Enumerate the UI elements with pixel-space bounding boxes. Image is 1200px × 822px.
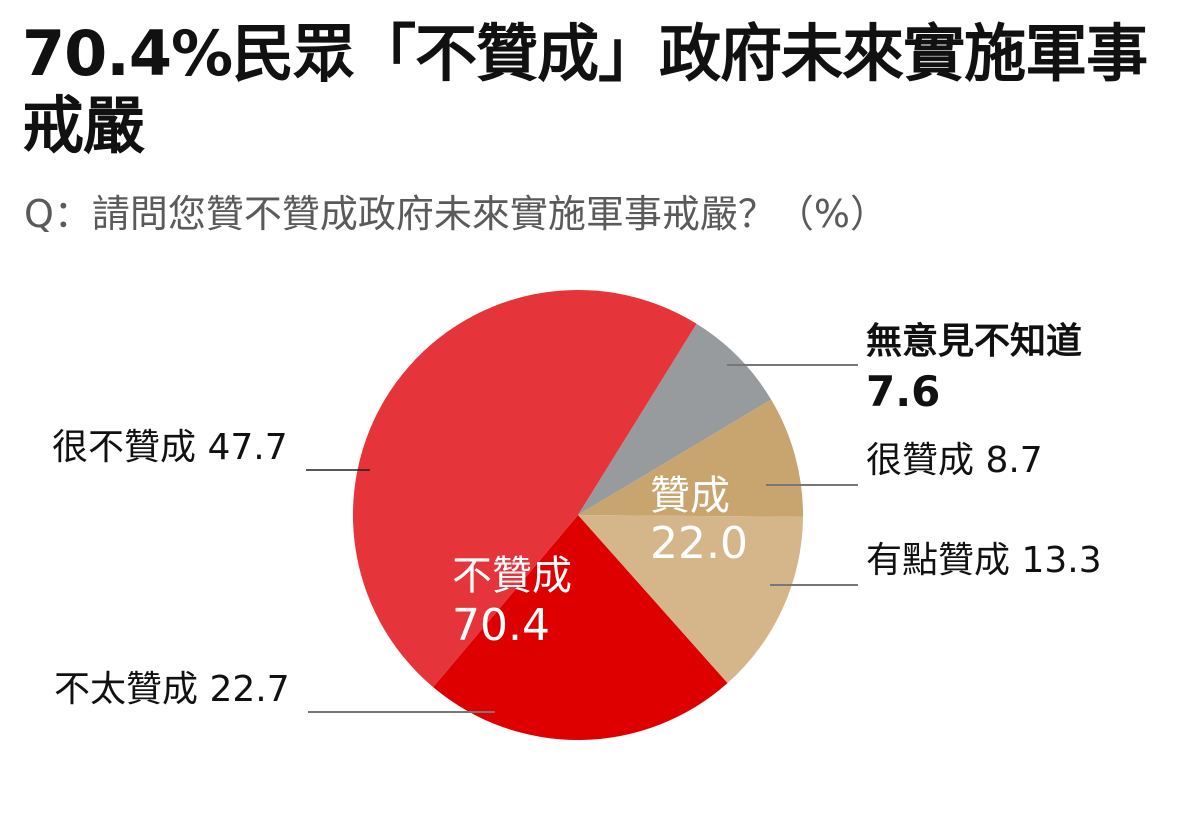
pie-slices [352,289,803,741]
slice-strongly-agree [578,399,803,517]
inner-label-agree-value: 22.0 [650,518,748,569]
slice-somewhat-disagree [433,515,728,741]
leader-lines [306,364,858,713]
inner-label-agree-name: 贊成 [650,473,730,519]
inner-label-disagree-value: 70.4 [452,600,550,651]
slice-somewhat-agree [578,515,803,684]
label-no-opinion-value: 7.6 [866,367,941,416]
label-somewhat-disagree: 不太贊成 22.7 [54,669,290,710]
label-no-opinion-name: 無意見不知道 [866,321,1083,362]
inner-label-disagree-name: 不贊成 [452,553,572,599]
label-strongly-agree: 很贊成 8.7 [866,440,1043,481]
label-very-disagree: 很不贊成 47.7 [52,427,288,468]
label-somewhat-agree: 有點贊成 13.3 [866,540,1102,581]
slice-very-disagree [352,289,697,688]
slice-no-opinion [578,323,772,515]
chart-question: Q：請問您贊不贊成政府未來實施軍事戒嚴？（%） [24,192,889,236]
chart-title: 70.4%民眾「不贊成」政府未來實施軍事戒嚴 [22,17,1148,162]
